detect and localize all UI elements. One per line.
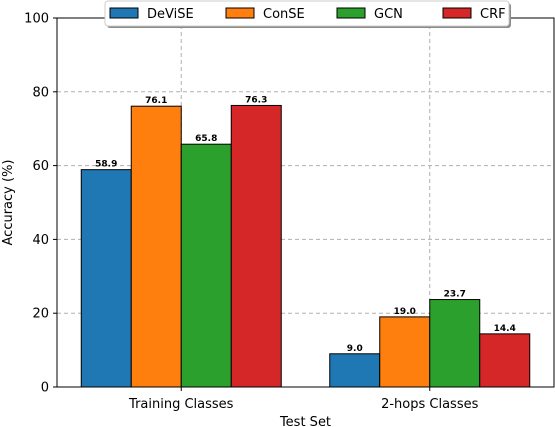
bar-crf xyxy=(230,104,282,388)
legend-label-crf: CRF xyxy=(480,7,506,22)
bars xyxy=(80,104,531,388)
y-tick-label: 60 xyxy=(32,159,49,174)
data-label: 9.0 xyxy=(347,344,363,354)
x-axis-label: Test Set xyxy=(279,415,331,427)
data-label: 65.8 xyxy=(195,134,217,144)
legend-label-gcn: GCN xyxy=(374,7,403,22)
data-label: 19.0 xyxy=(394,307,416,317)
y-tick-label: 100 xyxy=(24,12,49,27)
bar-crf xyxy=(479,333,531,388)
bar-gcn xyxy=(180,143,232,388)
x-tick-label: 2-hops Classes xyxy=(381,397,479,412)
data-label: 76.3 xyxy=(245,95,267,105)
legend-swatch-gcn xyxy=(336,7,366,19)
data-label: 23.7 xyxy=(444,290,466,300)
x-axis-ticks: Training Classes 2-hops Classes xyxy=(128,387,479,412)
data-labels: 58.9 76.1 65.8 76.3 9.0 19.0 23.7 14.4 xyxy=(95,95,516,353)
y-tick-label: 0 xyxy=(41,381,49,396)
y-axis-label: Accuracy (%) xyxy=(1,160,16,246)
y-tick-label: 20 xyxy=(32,307,49,322)
bar-conse xyxy=(130,105,182,388)
data-label: 58.9 xyxy=(95,160,117,170)
legend-swatch-devise xyxy=(109,7,139,19)
data-label: 76.1 xyxy=(145,96,167,106)
legend: DeViSE ConSE GCN CRF xyxy=(104,0,511,28)
bar-devise xyxy=(329,353,381,388)
y-axis-ticks: 0 20 40 60 80 100 xyxy=(24,12,57,396)
legend-label-devise: DeViSE xyxy=(147,7,194,22)
data-label: 14.4 xyxy=(494,324,516,334)
bar-devise xyxy=(80,169,132,388)
legend-label-conse: ConSE xyxy=(263,7,305,22)
bar-gcn xyxy=(429,299,481,388)
x-tick-label: Training Classes xyxy=(128,397,234,412)
legend-swatch-conse xyxy=(225,7,255,19)
legend-box xyxy=(104,0,510,27)
y-tick-label: 80 xyxy=(32,85,49,100)
legend-swatch-crf xyxy=(442,7,472,19)
bar-conse xyxy=(379,316,431,388)
y-tick-label: 40 xyxy=(32,233,49,248)
